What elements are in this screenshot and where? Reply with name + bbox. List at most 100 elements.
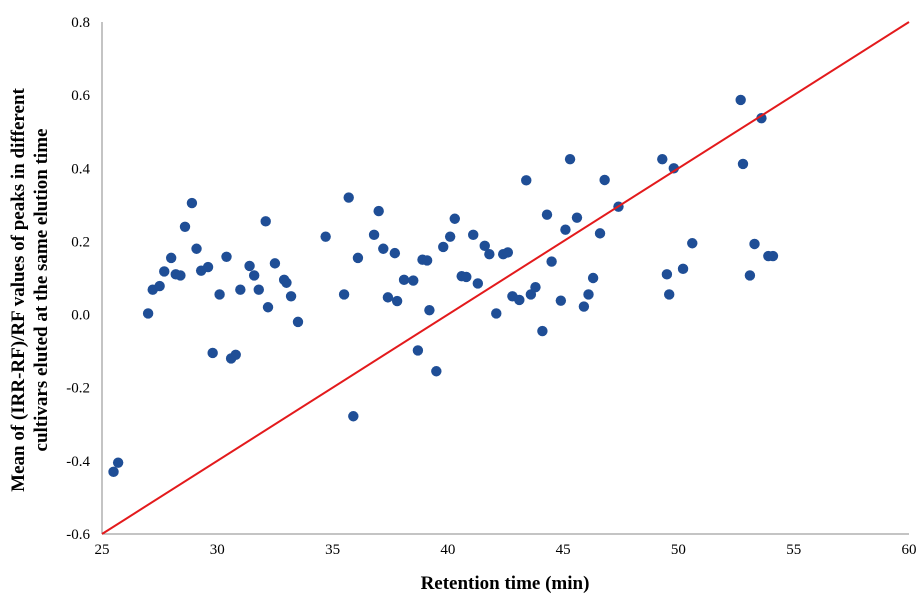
data-points [108,94,779,478]
data-point [431,366,442,377]
data-point [668,163,680,174]
data-point [461,271,472,283]
data-point [514,294,525,306]
data-point [221,251,232,262]
data-point [521,175,532,186]
data-point [186,197,198,209]
data-point [744,270,756,281]
data-point [412,345,424,356]
data-point [421,255,433,266]
data-point [578,301,590,312]
data-point [583,289,594,300]
data-point [391,295,403,307]
data-point [468,229,479,241]
data-point [530,281,541,293]
data-point [373,205,384,217]
data-point [352,252,364,264]
data-point [230,349,241,360]
reference-line [101,21,910,535]
y-axis-title-line-1: Mean of (IRR-RF)/RF values of peaks in d… [8,87,29,491]
data-point [756,112,767,124]
data-point [338,289,350,300]
data-point [594,228,606,239]
plot-area: 25 30 35 40 45 50 55 60 -0.6 -0.4 -0.2 0.0 0.2 0.4 0.6… [66,15,916,558]
data-point [560,224,571,235]
x-tick-label: 50 [671,542,686,558]
y-tick-label: -0.6 [66,527,90,543]
data-point [281,277,292,288]
data-point [564,153,576,165]
data-point [320,231,331,242]
x-axis-title: Retention time (min) [421,573,590,594]
data-point [142,308,154,319]
x-tick-label: 45 [556,542,571,558]
data-point [382,292,394,303]
y-tick-label: -0.4 [66,454,90,470]
y-tick-label: -0.2 [66,381,90,397]
data-point [657,153,668,165]
data-point [378,243,389,254]
y-axis-title-line-2: cultivars eluted at the same elution tim… [31,129,52,452]
data-point [735,94,746,106]
data-point [449,213,460,224]
data-point [438,241,449,253]
data-point [368,229,380,241]
data-point [484,249,495,260]
data-point [472,278,484,289]
x-tick-label: 30 [210,542,225,558]
data-point [175,270,186,281]
data-point [546,256,557,267]
data-point [661,269,673,280]
data-point [165,252,177,264]
data-point [389,247,401,259]
data-point [599,174,610,186]
data-point [767,250,779,262]
data-point [269,258,281,269]
data-point [253,284,264,295]
data-point [664,289,675,300]
data-point [398,274,410,286]
data-point [179,221,191,232]
data-point [408,275,419,286]
data-point [502,247,514,258]
data-point [202,261,214,273]
x-tick-label: 60 [902,542,917,558]
x-tick-label: 55 [786,542,801,558]
data-point [191,243,202,254]
y-tick-label: 0.4 [71,161,90,177]
data-point [587,272,599,284]
y-tick-label: 0.6 [71,88,90,104]
y-tick-label: 0.0 [71,308,90,324]
axis-ticks: 25 30 35 40 45 50 55 60 -0.6 -0.4 -0.2 0.0 0.2 0.4 0.6… [66,15,916,558]
x-tick-label: 25 [95,542,110,558]
data-point [244,260,255,272]
data-point [555,295,567,306]
data-point [571,212,583,223]
y-tick-label: 0.2 [71,234,90,250]
data-point [749,238,760,250]
data-point [737,158,749,170]
x-tick-label: 40 [440,542,455,558]
data-point [491,308,502,319]
data-point [687,238,698,249]
data-point [248,270,260,281]
data-point [112,457,124,468]
data-point [343,192,354,203]
data-point [348,411,359,422]
data-point [677,263,689,275]
data-point [285,291,297,302]
data-point [262,302,274,313]
data-point [292,316,304,328]
data-point [424,304,435,316]
data-point [537,325,548,337]
data-point [159,266,170,277]
data-point [108,466,119,478]
data-point [541,209,553,220]
data-point [444,231,456,242]
data-point [207,347,218,359]
data-point [260,216,271,227]
x-tick-label: 35 [325,542,340,558]
y-tick-label: 0.8 [71,15,90,31]
